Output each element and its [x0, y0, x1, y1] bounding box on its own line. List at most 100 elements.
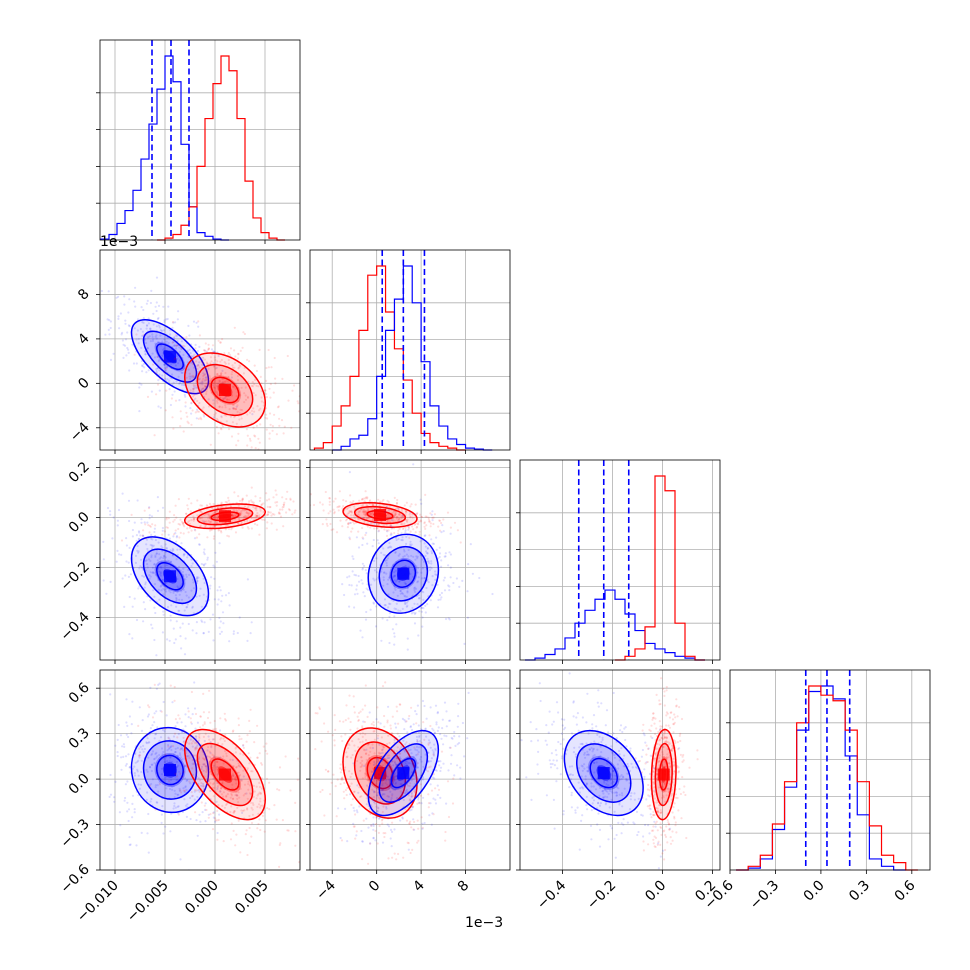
scatter-point — [192, 740, 195, 743]
scatter-point — [157, 316, 160, 320]
scatter-point — [364, 763, 367, 766]
scatter-point — [293, 384, 296, 387]
scatter-point — [430, 538, 433, 541]
scatter-point — [189, 817, 192, 821]
scatter-point — [659, 811, 662, 814]
scatter-point — [192, 361, 195, 364]
scatter-point — [368, 756, 371, 760]
scatter-point — [381, 500, 384, 503]
scatter-point — [395, 608, 398, 611]
scatter-point — [179, 756, 183, 759]
panel-frame-m3 — [729, 669, 931, 871]
scatter-point — [220, 416, 223, 419]
scatter-point — [381, 793, 385, 796]
scatter-point — [409, 540, 412, 543]
scatter-point — [173, 518, 176, 521]
scatter-point — [166, 526, 169, 529]
scatter-point — [657, 867, 661, 870]
scatter-point — [369, 842, 372, 845]
scatter-point — [337, 505, 340, 508]
scatter-point — [353, 825, 356, 828]
scatter-point — [153, 762, 156, 765]
scatter-point — [426, 552, 429, 555]
scatter-point — [137, 538, 141, 541]
scatter-point — [226, 534, 229, 537]
scatter-point — [157, 379, 160, 382]
scatter-point — [166, 760, 169, 763]
scatter-point — [416, 704, 419, 707]
scatter-point — [647, 783, 650, 787]
scatter-point — [442, 530, 445, 533]
scatter-point — [250, 835, 253, 838]
scatter-point — [441, 718, 444, 721]
scatter-point — [612, 769, 615, 772]
scatter-point — [359, 765, 362, 769]
scatter-point — [127, 819, 130, 823]
scatter-point — [401, 591, 404, 595]
scatter-point — [195, 595, 198, 598]
scatter-point — [245, 829, 248, 832]
scatter-point — [273, 513, 276, 516]
scatter-point — [419, 520, 423, 523]
scatter-point — [164, 377, 167, 380]
scatter-point — [428, 562, 431, 565]
scatter-point — [353, 573, 356, 577]
scatter-point — [183, 653, 187, 656]
scatter-point — [194, 397, 197, 400]
scatter-point — [254, 495, 257, 498]
scatter-point — [213, 356, 216, 359]
scatter-point — [437, 525, 440, 528]
scatter-point — [359, 710, 362, 713]
scatter-point — [613, 810, 616, 813]
scatter-point — [215, 390, 218, 394]
scatter-point — [576, 806, 579, 809]
scatter-point — [182, 383, 185, 387]
scatter-point — [246, 853, 249, 857]
scatter-point — [146, 770, 149, 773]
scatter-point — [183, 393, 186, 396]
scatter-point — [376, 527, 379, 530]
scatter-point — [191, 395, 195, 398]
scatter-point — [229, 838, 233, 841]
scatter-point — [161, 506, 165, 509]
scatter-point — [600, 751, 603, 754]
scatter-point — [179, 410, 182, 413]
scatter-point — [236, 806, 239, 809]
scatter-point — [182, 749, 185, 752]
scatter-point — [172, 807, 175, 810]
scatter-point — [353, 744, 356, 747]
scatter-point — [142, 534, 145, 538]
scatter-point — [134, 752, 137, 756]
scatter-point — [424, 753, 427, 756]
scatter-point — [371, 743, 374, 746]
scatter-point — [394, 782, 397, 786]
scatter-point — [162, 832, 165, 835]
scatter-point — [413, 586, 417, 589]
scatter-point — [177, 522, 180, 526]
scatter-point — [424, 493, 427, 496]
scatter-point — [418, 802, 421, 805]
scatter-point — [458, 741, 461, 745]
scatter-point — [432, 751, 435, 754]
scatter-point — [306, 772, 308, 774]
scatter-point — [417, 594, 420, 597]
scatter-point — [162, 329, 165, 332]
scatter-point — [147, 336, 150, 339]
scatter-point — [449, 553, 452, 556]
scatter-point — [274, 501, 277, 504]
scatter-point — [194, 811, 197, 814]
scatter-point — [437, 760, 440, 763]
scatter-point — [332, 528, 335, 531]
scatter-point — [160, 584, 163, 587]
scatter-point — [203, 349, 206, 352]
scatter-point — [228, 408, 231, 411]
scatter-point — [432, 773, 435, 776]
scatter-point — [128, 766, 131, 769]
scatter-point — [426, 560, 429, 563]
scatter-point — [424, 545, 427, 548]
scatter-point — [385, 564, 388, 567]
scatter-point — [226, 454, 228, 456]
scatter-point — [198, 594, 201, 597]
scatter-point — [252, 784, 255, 788]
scatter-point — [443, 734, 446, 737]
